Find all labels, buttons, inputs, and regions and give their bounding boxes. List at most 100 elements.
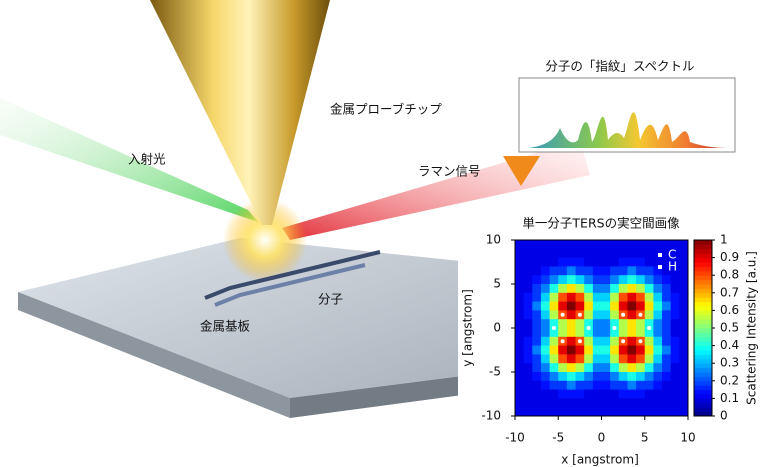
heatmap-cell	[644, 319, 654, 329]
atom	[612, 326, 617, 330]
heatmap-cell	[532, 319, 542, 329]
heatmap-cell	[584, 345, 594, 355]
colorbar-segment	[694, 240, 712, 245]
heatmap-cell	[549, 301, 559, 311]
heatmap-cell	[584, 275, 594, 285]
heatmap-cell	[610, 372, 620, 382]
heatmap-cell	[575, 266, 585, 276]
heatmap-cell	[566, 275, 577, 285]
incident-label: 入射光	[128, 152, 166, 167]
atom	[577, 339, 582, 344]
heatmap-cell	[566, 248, 577, 259]
heatmap-cell	[558, 345, 568, 355]
heatmap-cell	[540, 310, 551, 320]
heatmap-cell	[592, 363, 602, 373]
heatmap-cell	[627, 380, 637, 391]
heatmap-cell	[575, 240, 585, 250]
heatmap-cell	[566, 345, 577, 355]
heatmap-cell	[662, 301, 672, 311]
heatmap-cell	[618, 248, 628, 259]
heatmap-cell	[601, 301, 611, 311]
heatmap-cell	[636, 319, 646, 329]
heatmap-cell	[653, 284, 663, 294]
colorbar-tick-label: 0.1	[720, 391, 739, 405]
heatmap-cell	[566, 363, 577, 373]
colorbar-segment	[694, 257, 712, 263]
heatmap-cell	[601, 372, 611, 382]
heatmap-cell	[670, 354, 680, 364]
heatmap-cell	[679, 407, 689, 417]
heatmap-cell	[515, 354, 525, 364]
heatmap-cell	[566, 328, 577, 338]
heatmap-cell	[532, 240, 542, 250]
heatmap-title: 単一分子TERSの実空間画像	[522, 216, 680, 231]
colorbar-segment	[694, 411, 712, 417]
heatmap-cell	[601, 240, 611, 250]
heatmap-cell	[610, 257, 620, 267]
heatmap-cell	[532, 310, 542, 320]
heatmap-cell	[523, 275, 533, 285]
heatmap-cell	[636, 372, 646, 382]
heatmap-cell	[515, 301, 525, 311]
heatmap-cell	[566, 257, 577, 267]
heatmap-cell	[679, 248, 689, 259]
heatmap-cell	[523, 389, 533, 399]
heatmap-cell	[523, 363, 533, 373]
colorbar-segment	[694, 270, 712, 276]
heatmap-cell	[679, 372, 689, 382]
heatmap-cell	[515, 407, 525, 417]
heatmap-cell	[584, 363, 594, 373]
colorbar-segment	[694, 372, 712, 377]
heatmap-cell	[662, 319, 672, 329]
colorbar-segment	[694, 389, 712, 395]
heatmap-cell	[575, 284, 585, 294]
heatmap-cell	[584, 328, 594, 338]
colorbar-segment	[694, 275, 712, 281]
heatmap-cell	[575, 248, 585, 259]
heatmap-cell	[558, 284, 568, 294]
colorbar-segment	[694, 301, 712, 307]
heatmap-cell	[523, 336, 533, 347]
heatmap-cell	[532, 372, 542, 382]
colorbar-segment	[694, 248, 712, 254]
heatmap-cell	[532, 266, 542, 276]
heatmap-cell	[601, 345, 611, 355]
heatmap-cell	[618, 389, 628, 399]
heatmap-cell	[575, 345, 585, 355]
heatmap-cell	[636, 240, 646, 250]
heatmap-cell	[575, 407, 585, 417]
colorbar-segment	[694, 407, 712, 413]
heatmap-cell	[670, 363, 680, 373]
colorbar-segment	[694, 314, 712, 320]
heatmap-cell	[610, 380, 620, 391]
heatmap-cell	[610, 407, 620, 417]
heatmap-cell	[592, 354, 602, 364]
heatmap-cell	[610, 389, 620, 399]
heatmap-cell	[670, 372, 680, 382]
heatmap-cell	[592, 284, 602, 294]
heatmap-cell	[549, 336, 559, 347]
heatmap-cell	[515, 275, 525, 285]
heatmap-cell	[636, 407, 646, 417]
heatmap-cell	[618, 354, 628, 364]
colorbar-tick-label: 0.7	[720, 285, 739, 299]
heatmap-cell	[644, 257, 654, 267]
heatmap-cell	[532, 328, 542, 338]
heatmap-cell	[670, 380, 680, 391]
heatmap-cell	[610, 354, 620, 364]
heatmap-cell	[558, 363, 568, 373]
heatmap-cell	[558, 240, 568, 250]
heatmap-cell	[653, 407, 663, 417]
heatmap-cell	[618, 380, 628, 391]
heatmap-cell	[653, 266, 663, 276]
heatmap-cell	[601, 319, 611, 329]
heatmap-cell	[584, 266, 594, 276]
heatmap-cell	[575, 275, 585, 285]
colorbar-segment	[694, 262, 712, 267]
heatmap-cell	[523, 319, 533, 329]
heatmap-cell	[515, 240, 525, 250]
x-tick-label: -5	[552, 431, 564, 445]
heatmap-cell	[618, 275, 628, 285]
heatmap-cell	[601, 328, 611, 338]
heatmap-cell	[670, 257, 680, 267]
